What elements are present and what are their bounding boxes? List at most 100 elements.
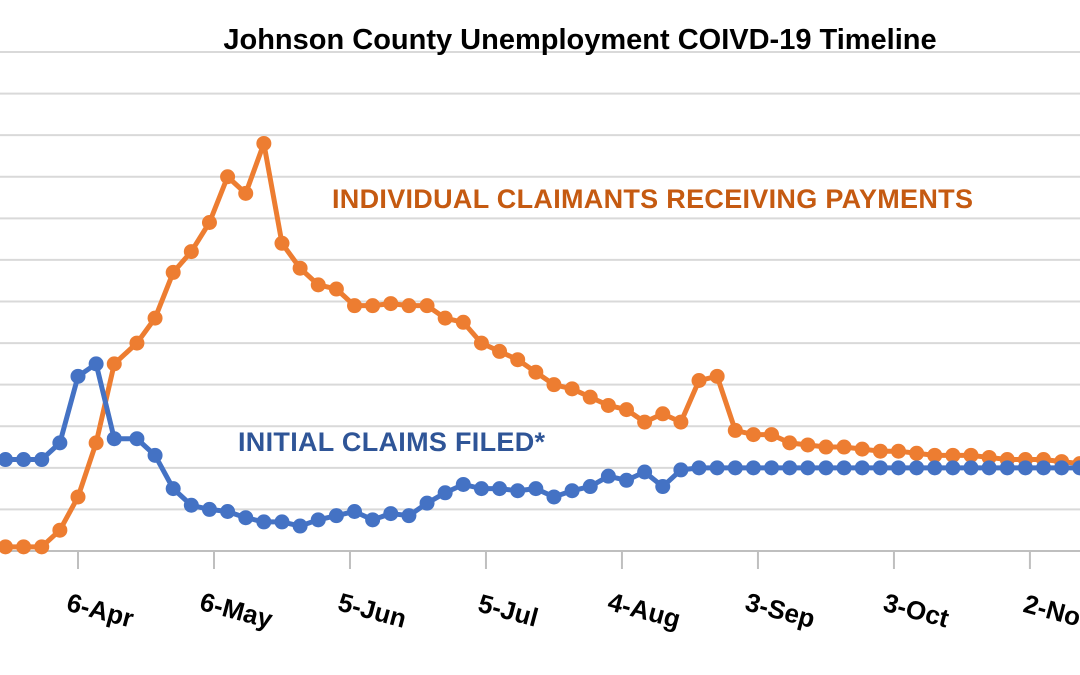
- data-point-initial-claims: [401, 508, 417, 524]
- data-point-initial-claims: [764, 460, 780, 476]
- data-point-initial-claims: [945, 460, 961, 476]
- annotation-initial-claims: INITIAL CLAIMS FILED*: [238, 427, 545, 457]
- data-point-initial-claims: [727, 460, 743, 476]
- data-point-initial-claims: [365, 512, 381, 528]
- data-point-claimants-payments: [492, 343, 508, 359]
- data-point-claimants-payments: [201, 214, 217, 230]
- data-point-initial-claims: [34, 452, 50, 468]
- data-point-initial-claims: [673, 462, 689, 478]
- data-point-initial-claims: [238, 510, 254, 526]
- data-point-claimants-payments: [963, 447, 979, 463]
- gridlines: [0, 51, 1080, 552]
- data-point-claimants-payments: [745, 427, 761, 443]
- data-point-claimants-payments: [909, 445, 925, 461]
- data-point-initial-claims: [528, 481, 544, 497]
- data-point-claimants-payments: [582, 389, 598, 405]
- data-point-claimants-payments: [419, 298, 435, 314]
- data-point-claimants-payments: [365, 298, 381, 314]
- data-point-claimants-payments: [637, 414, 653, 430]
- x-tick-labels: Mar6-Apr6-May5-Jun5-Jul4-Aug3-Sep3-Oct2-…: [64, 586, 1080, 634]
- data-point-initial-claims: [310, 512, 326, 528]
- data-point-initial-claims: [0, 452, 13, 468]
- data-point-claimants-payments: [854, 441, 870, 457]
- data-point-claimants-payments: [818, 439, 834, 455]
- data-point-initial-claims: [437, 485, 453, 501]
- data-point-claimants-payments: [310, 277, 326, 293]
- data-point-claimants-payments: [70, 489, 86, 505]
- data-point-claimants-payments: [0, 539, 13, 555]
- data-point-initial-claims: [292, 518, 308, 534]
- chart-title: Johnson County Unemployment COIVD-19 Tim…: [223, 24, 936, 56]
- data-point-claimants-payments: [709, 368, 725, 384]
- data-point-initial-claims: [872, 460, 888, 476]
- x-tick-label: 6-Apr: [64, 587, 137, 634]
- data-point-claimants-payments: [673, 414, 689, 430]
- data-point-initial-claims: [256, 514, 272, 530]
- data-point-initial-claims: [201, 501, 217, 517]
- data-point-claimants-payments: [106, 356, 122, 372]
- data-point-initial-claims: [618, 472, 634, 488]
- data-point-initial-claims: [546, 489, 562, 505]
- data-point-claimants-payments: [34, 539, 50, 555]
- data-point-initial-claims: [582, 479, 598, 495]
- data-point-claimants-payments: [600, 397, 616, 413]
- annotation-claimants-payments: INDIVIDUAL CLAIMANTS RECEIVING PAYMENTS: [332, 184, 973, 214]
- x-tick-label: 6-May: [197, 586, 276, 634]
- data-point-initial-claims: [147, 447, 163, 463]
- data-point-initial-claims: [1017, 460, 1033, 476]
- data-point-claimants-payments: [564, 381, 580, 397]
- data-point-claimants-payments: [274, 235, 290, 251]
- data-point-claimants-payments: [256, 135, 272, 151]
- data-point-claimants-payments: [347, 298, 363, 314]
- data-point-claimants-payments: [691, 373, 707, 389]
- data-point-claimants-payments: [16, 539, 32, 555]
- data-point-initial-claims: [1036, 460, 1052, 476]
- data-point-initial-claims: [909, 460, 925, 476]
- data-point-claimants-payments: [727, 422, 743, 438]
- data-point-initial-claims: [927, 460, 943, 476]
- data-point-initial-claims: [890, 460, 906, 476]
- data-point-initial-claims: [16, 452, 32, 468]
- data-point-initial-claims: [1072, 460, 1080, 476]
- data-point-initial-claims: [419, 495, 435, 511]
- data-point-claimants-payments: [220, 169, 236, 185]
- data-point-claimants-payments: [383, 296, 399, 312]
- data-point-initial-claims: [981, 460, 997, 476]
- data-point-initial-claims: [328, 508, 344, 524]
- data-point-claimants-payments: [473, 335, 489, 351]
- x-tick-label: 5-Jun: [335, 587, 410, 634]
- data-point-claimants-payments: [800, 437, 816, 453]
- data-point-claimants-payments: [510, 352, 526, 368]
- data-point-initial-claims: [782, 460, 798, 476]
- data-point-initial-claims: [510, 483, 526, 499]
- data-point-initial-claims: [836, 460, 852, 476]
- data-point-claimants-payments: [165, 264, 181, 280]
- data-point-claimants-payments: [328, 281, 344, 297]
- data-point-initial-claims: [818, 460, 834, 476]
- data-point-initial-claims: [220, 503, 236, 519]
- data-point-claimants-payments: [890, 443, 906, 459]
- data-point-initial-claims: [999, 460, 1015, 476]
- data-point-initial-claims: [347, 503, 363, 519]
- data-point-claimants-payments: [764, 427, 780, 443]
- data-point-initial-claims: [600, 468, 616, 484]
- data-point-claimants-payments: [655, 406, 671, 422]
- data-point-initial-claims: [455, 476, 471, 492]
- data-point-initial-claims: [129, 431, 145, 447]
- x-tick-label: 4-Aug: [605, 586, 684, 634]
- data-point-claimants-payments: [618, 402, 634, 418]
- data-point-claimants-payments: [927, 447, 943, 463]
- data-point-claimants-payments: [546, 377, 562, 393]
- data-point-claimants-payments: [292, 260, 308, 276]
- data-point-initial-claims: [854, 460, 870, 476]
- data-point-claimants-payments: [528, 364, 544, 380]
- data-point-claimants-payments: [183, 244, 199, 260]
- data-point-initial-claims: [473, 481, 489, 497]
- data-point-initial-claims: [88, 356, 104, 372]
- data-point-initial-claims: [183, 497, 199, 513]
- data-point-initial-claims: [165, 481, 181, 497]
- x-tick-label: 3-Sep: [742, 587, 818, 634]
- data-point-claimants-payments: [401, 298, 417, 314]
- x-axis: [0, 550, 1080, 569]
- data-point-claimants-payments: [872, 443, 888, 459]
